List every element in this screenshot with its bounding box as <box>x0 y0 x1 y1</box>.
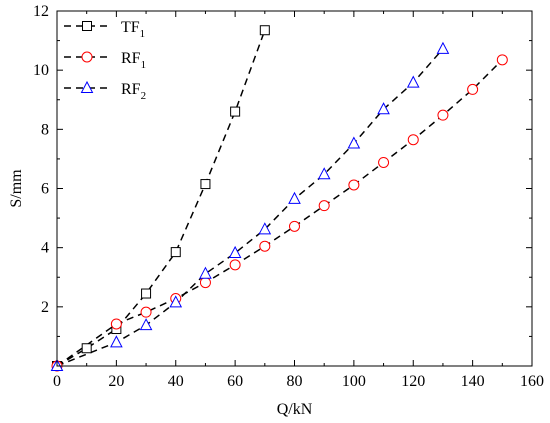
data-point-series-1 <box>200 179 211 190</box>
data-point-series-2 <box>259 240 271 252</box>
legend-label-subscript: 1 <box>141 59 147 71</box>
data-point-series-3 <box>288 191 301 204</box>
data-point-series-2 <box>289 220 300 232</box>
data-point-series-3 <box>317 167 331 180</box>
data-point-series-3 <box>199 266 212 279</box>
data-point-series-3 <box>258 222 272 235</box>
data-point-series-1 <box>81 343 92 354</box>
data-point-series-2 <box>496 54 508 66</box>
legend-label-subscript: 1 <box>140 28 146 40</box>
data-point-series-3 <box>347 136 361 149</box>
data-point-series-2 <box>467 83 479 95</box>
data-point-series-2 <box>407 134 419 146</box>
y-tick-label: 4 <box>41 240 49 257</box>
legend-label-main: TF <box>121 19 140 36</box>
data-point-series-3 <box>436 41 450 54</box>
y-tick-label: 2 <box>41 299 49 316</box>
y-tick-label: 10 <box>33 62 49 79</box>
x-tick-label: 0 <box>53 373 61 390</box>
series-line-1 <box>56 29 266 367</box>
data-point-series-2 <box>229 259 241 271</box>
legend-label-subscript: 2 <box>141 90 147 102</box>
data-point-series-2 <box>348 179 360 191</box>
data-point-series-1 <box>141 288 152 299</box>
data-point-series-3 <box>377 102 390 115</box>
y-axis-label: S/mm <box>8 169 25 208</box>
data-point-series-3 <box>139 318 153 331</box>
data-point-series-1 <box>230 106 241 117</box>
y-tick-label: 6 <box>41 181 49 198</box>
series-line-2 <box>56 59 503 367</box>
plot-markers <box>50 25 508 372</box>
data-point-series-3 <box>169 295 183 308</box>
legend-marker <box>82 21 92 31</box>
x-tick-label: 60 <box>227 373 243 390</box>
legend-label-main: RF <box>121 81 141 98</box>
legend-marker <box>80 80 94 93</box>
data-point-series-2 <box>140 306 152 318</box>
data-point-series-1 <box>170 247 181 258</box>
legend-label: RF1 <box>121 50 146 71</box>
x-tick-label: 140 <box>461 373 485 390</box>
x-tick-label: 100 <box>342 373 366 390</box>
legend-marker <box>81 51 93 63</box>
x-tick-label: 120 <box>401 373 425 390</box>
legend-label: RF2 <box>121 81 146 102</box>
x-axis-label: Q/kN <box>277 401 313 418</box>
x-tick-label: 40 <box>168 373 184 390</box>
data-point-series-2 <box>110 318 122 330</box>
x-tick-label: 160 <box>520 373 544 390</box>
y-tick-label: 12 <box>33 3 49 20</box>
x-tick-label: 80 <box>287 373 303 390</box>
data-point-series-1 <box>259 25 270 36</box>
x-tick-label: 20 <box>108 373 124 390</box>
data-point-series-3 <box>110 335 123 348</box>
data-point-series-2 <box>318 200 330 212</box>
series-line-3 <box>56 48 444 367</box>
data-point-series-2 <box>199 277 211 289</box>
data-point-series-2 <box>437 109 449 121</box>
y-tick-label: 8 <box>41 121 49 138</box>
data-point-series-2 <box>378 156 390 168</box>
axis-ticks <box>56 10 533 367</box>
legend-label: TF1 <box>121 19 145 40</box>
data-point-series-3 <box>406 75 420 88</box>
data-point-series-3 <box>228 245 242 258</box>
legend-label-main: RF <box>121 50 141 67</box>
